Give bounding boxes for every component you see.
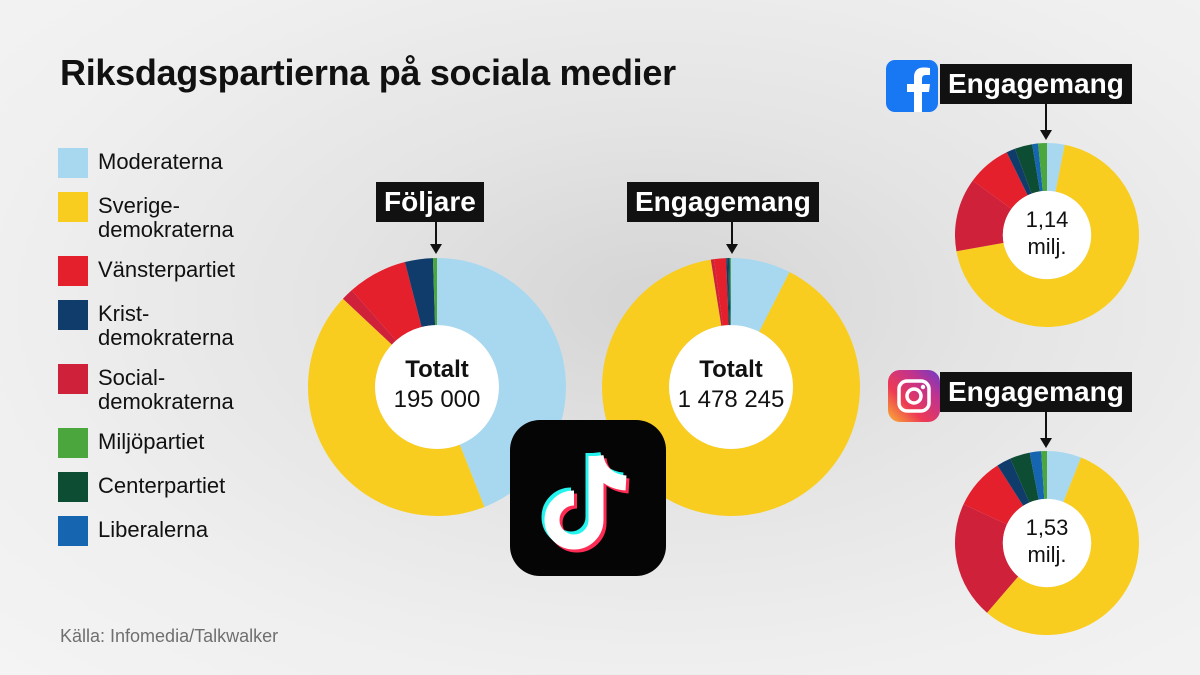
slice-socialdemokraterna — [710, 259, 723, 326]
instagram-engagement-label: Engagemang — [940, 372, 1132, 412]
slice-centerpartiet — [727, 258, 731, 326]
slice-miljopartiet — [432, 258, 437, 326]
slice-sverigedemokraterna — [987, 457, 1139, 635]
center-value: 1 478 245 — [677, 386, 785, 413]
center-label: Totalt — [405, 356, 469, 383]
legend-item: Vänsterpartiet — [58, 256, 308, 286]
facebook-engagement-label: Engagemang — [940, 64, 1132, 104]
slice-kristdemokraterna — [1006, 148, 1032, 196]
legend: Moderaterna Sverige- demokraterna Vänsterp… — [58, 148, 308, 560]
facebook-center: 1,14 milj. — [1007, 206, 1087, 260]
slice-moderaterna — [1047, 143, 1065, 192]
legend-item: Centerpartiet — [58, 472, 308, 502]
legend-item: Krist- demokraterna — [58, 300, 308, 350]
donut-hole — [1002, 190, 1092, 280]
facebook-icon — [886, 60, 938, 112]
legend-swatch — [58, 472, 88, 502]
legend-label: Krist- demokraterna — [98, 301, 234, 350]
legend-swatch — [58, 428, 88, 458]
engagement-arrow-icon — [726, 222, 738, 254]
source-note: Källa: Infomedia/Talkwalker — [60, 626, 279, 646]
center-value: 195 000 — [393, 386, 481, 413]
legend-swatch — [58, 300, 88, 330]
legend-label: Moderaterna — [98, 149, 223, 174]
slice-centerpartiet — [1014, 144, 1040, 194]
slice-socialdemokraterna — [342, 290, 397, 345]
center-value: 1,53 — [1025, 515, 1069, 540]
slice-socialdemokraterna — [955, 504, 1019, 613]
legend-label: Liberalerna — [98, 517, 209, 542]
slice-kristdemokraterna — [404, 258, 436, 328]
tiktok-followers-label: Följare — [376, 182, 484, 222]
legend-swatch — [58, 192, 88, 222]
center-value: 1,14 — [1025, 207, 1069, 232]
slice-vansterpartiet — [714, 258, 729, 326]
slice-sverigedemokraterna — [308, 298, 485, 516]
center-unit: milj. — [1027, 234, 1067, 259]
tiktok-engagement-label: Engagemang — [627, 182, 819, 222]
slice-kristdemokraterna — [726, 258, 730, 326]
slice-centerpartiet — [1010, 452, 1039, 503]
legend-item: Sverige- demokraterna — [58, 192, 308, 242]
donut-hole — [669, 325, 793, 449]
facebook-arrow-icon — [1040, 104, 1052, 140]
legend-label: Social- demokraterna — [98, 365, 234, 414]
legend-label: Centerpartiet — [98, 473, 226, 498]
legend-item: Liberalerna — [58, 516, 308, 546]
instagram-icon — [888, 370, 940, 422]
slice-moderaterna — [1047, 451, 1082, 502]
slice-liberalerna — [729, 258, 731, 326]
slice-sverigedemokraterna — [602, 259, 860, 516]
slice-liberalerna — [1029, 451, 1045, 500]
legend-swatch — [58, 364, 88, 394]
page-title: Riksdagspartierna på sociala medier — [60, 52, 676, 93]
tiktok-engagement-donut — [602, 258, 860, 516]
center-label: Totalt — [699, 356, 763, 383]
legend-item: Miljöpartiet — [58, 428, 308, 458]
donut-hole — [1002, 498, 1092, 588]
tiktok-followers-center: Totalt 195 000 — [377, 355, 497, 415]
donut-hole — [375, 325, 499, 449]
slice-miljopartiet — [1038, 143, 1047, 192]
legend-item: Social- demokraterna — [58, 364, 308, 414]
legend-swatch — [58, 148, 88, 178]
legend-item: Moderaterna — [58, 148, 308, 178]
slice-sverigedemokraterna — [956, 144, 1139, 327]
tiktok-engagement-center: Totalt 1 478 245 — [661, 355, 801, 415]
slice-miljopartiet — [1041, 451, 1047, 499]
legend-swatch — [58, 256, 88, 286]
facebook-engagement-donut — [955, 143, 1139, 327]
slice-moderaterna — [731, 258, 790, 332]
center-unit: milj. — [1027, 542, 1067, 567]
slice-miljopartiet — [730, 258, 731, 326]
legend-swatch — [58, 516, 88, 546]
legend-label: Vänsterpartiet — [98, 257, 235, 282]
tiktok-icon — [510, 420, 666, 576]
instagram-center: 1,53 milj. — [1007, 514, 1087, 568]
legend-label: Sverige- demokraterna — [98, 193, 234, 242]
slice-vansterpartiet — [972, 152, 1028, 209]
slice-vansterpartiet — [963, 465, 1024, 525]
legend-label: Miljöpartiet — [98, 429, 205, 454]
instagram-engagement-donut — [955, 451, 1139, 635]
slice-liberalerna — [1032, 143, 1043, 192]
followers-arrow-icon — [430, 222, 442, 254]
instagram-arrow-icon — [1040, 412, 1052, 448]
slice-kristdemokraterna — [997, 458, 1030, 506]
slice-vansterpartiet — [351, 262, 422, 341]
slice-socialdemokraterna — [955, 180, 1012, 252]
